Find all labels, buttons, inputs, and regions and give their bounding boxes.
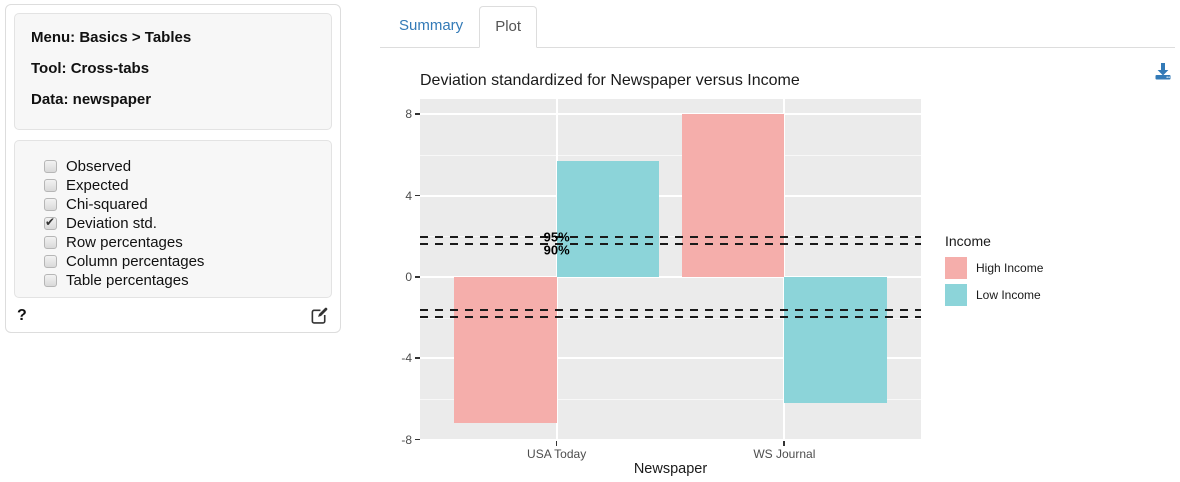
gridline-major xyxy=(420,438,921,441)
gridline-major xyxy=(420,113,921,116)
y-tick-mark xyxy=(415,438,420,441)
download-plot-button[interactable] xyxy=(1153,61,1173,81)
checkbox-expected-label[interactable]: Expected xyxy=(66,177,129,194)
gridline-minor xyxy=(420,155,921,157)
bar-usa-today-high-income xyxy=(454,277,557,424)
checkbox-column-percentages[interactable] xyxy=(44,255,57,268)
checkbox-chi-squared[interactable] xyxy=(44,198,57,211)
x-tick-label: USA Today xyxy=(527,447,587,461)
checkbox-deviation-std[interactable] xyxy=(44,215,57,230)
confidence-line-neg-1.96 xyxy=(420,315,921,318)
option-row-row-percentages: Row percentages xyxy=(31,233,315,252)
dataset-name: Data: newspaper xyxy=(31,91,152,108)
y-tick-mark xyxy=(415,194,420,197)
legend-swatch-low-income xyxy=(945,284,967,306)
legend-row-high-income: High Income xyxy=(945,257,1043,279)
tab-summary-label[interactable]: Summary xyxy=(399,17,464,34)
gridline-major xyxy=(420,194,921,197)
legend-row-low-income: Low Income xyxy=(945,284,1043,306)
legend-label-low-income: Low Income xyxy=(976,288,1041,302)
option-row-deviation-std: Deviation std. xyxy=(31,214,315,233)
gridline-minor xyxy=(420,317,921,319)
checkbox-expected[interactable] xyxy=(44,179,57,192)
x-axis-title: Newspaper xyxy=(633,461,708,477)
checkbox-table-percentages[interactable] xyxy=(44,274,57,287)
confidence-line-neg-1.64 xyxy=(420,309,921,312)
gridline-major xyxy=(420,357,921,360)
crosstab-plot: Deviation standardized for Newspaper ver… xyxy=(380,0,1180,482)
gridline-vertical xyxy=(783,99,786,441)
confidence-label-95-: 95% xyxy=(543,229,570,245)
gridline-major xyxy=(420,276,921,278)
option-row-expected: Expected xyxy=(31,176,315,195)
y-tick-label: 0 xyxy=(405,270,412,284)
main-content: Summary Plot Deviation standardized for … xyxy=(380,0,1180,482)
legend-title: Income xyxy=(945,233,991,249)
tab-plot[interactable]: Plot xyxy=(479,6,538,48)
tool-info-panel: Menu: Basics > Tables Tool: Cross-tabs D… xyxy=(14,13,332,130)
y-tick-label: -4 xyxy=(401,351,412,366)
sidebar-footer: ? xyxy=(14,306,332,325)
bar-ws-journal-high-income xyxy=(681,114,785,277)
chart-title: Deviation standardized for Newspaper ver… xyxy=(420,72,800,89)
checkbox-observed[interactable] xyxy=(44,160,57,173)
y-tick-mark xyxy=(415,276,420,278)
y-tick-mark xyxy=(415,357,420,359)
sidebar: Menu: Basics > Tables Tool: Cross-tabs D… xyxy=(5,4,341,333)
tab-bar: Summary Plot xyxy=(380,5,1175,48)
y-tick-mark xyxy=(415,113,420,115)
edit-report-button[interactable] xyxy=(310,306,329,325)
legend-swatch-high-income xyxy=(945,257,967,279)
tool-name: Tool: Cross-tabs xyxy=(31,60,150,77)
option-row-chi-squared: Chi-squared xyxy=(31,195,315,214)
pencil-square-icon xyxy=(310,306,329,325)
x-tick-label: WS Journal xyxy=(753,447,816,461)
bar-ws-journal-low-income xyxy=(784,277,887,403)
legend: Income High Income Low Income xyxy=(945,233,1043,311)
confidence-line-90- xyxy=(420,242,921,245)
checkbox-row-percentages[interactable] xyxy=(44,236,57,249)
help-button[interactable]: ? xyxy=(17,306,27,324)
y-tick-label: 4 xyxy=(405,188,412,203)
option-row-column-percentages: Column percentages xyxy=(31,252,315,271)
checkbox-column-percentages-label[interactable]: Column percentages xyxy=(66,253,205,270)
checkbox-observed-label[interactable]: Observed xyxy=(66,158,132,175)
bar-usa-today-low-income xyxy=(556,161,660,277)
checkbox-chi-squared-label[interactable]: Chi-squared xyxy=(66,196,148,213)
confidence-label-90-: 90% xyxy=(543,242,570,258)
confidence-line-95- xyxy=(420,236,921,239)
checkbox-deviation-std-label[interactable]: Deviation std. xyxy=(66,215,157,232)
gridline-minor xyxy=(420,398,921,400)
x-tick-mark xyxy=(783,441,785,446)
tab-summary[interactable]: Summary xyxy=(383,5,479,47)
menu-breadcrumb: Menu: Basics > Tables xyxy=(31,29,192,46)
checkbox-table-percentages-label[interactable]: Table percentages xyxy=(66,272,189,289)
download-icon xyxy=(1153,61,1173,81)
x-tick-mark xyxy=(555,441,558,446)
plot-panel: 95% 90% xyxy=(420,99,921,441)
option-row-table-percentages: Table percentages xyxy=(31,271,315,290)
option-row-observed: Observed xyxy=(31,157,315,176)
y-tick-label: 8 xyxy=(405,107,412,122)
options-panel: Observed Expected Chi-squared Deviation … xyxy=(14,140,332,298)
y-tick-label: -8 xyxy=(401,432,412,447)
tab-plot-label[interactable]: Plot xyxy=(479,6,538,48)
legend-label-high-income: High Income xyxy=(976,261,1044,275)
checkbox-row-percentages-label[interactable]: Row percentages xyxy=(66,234,183,251)
